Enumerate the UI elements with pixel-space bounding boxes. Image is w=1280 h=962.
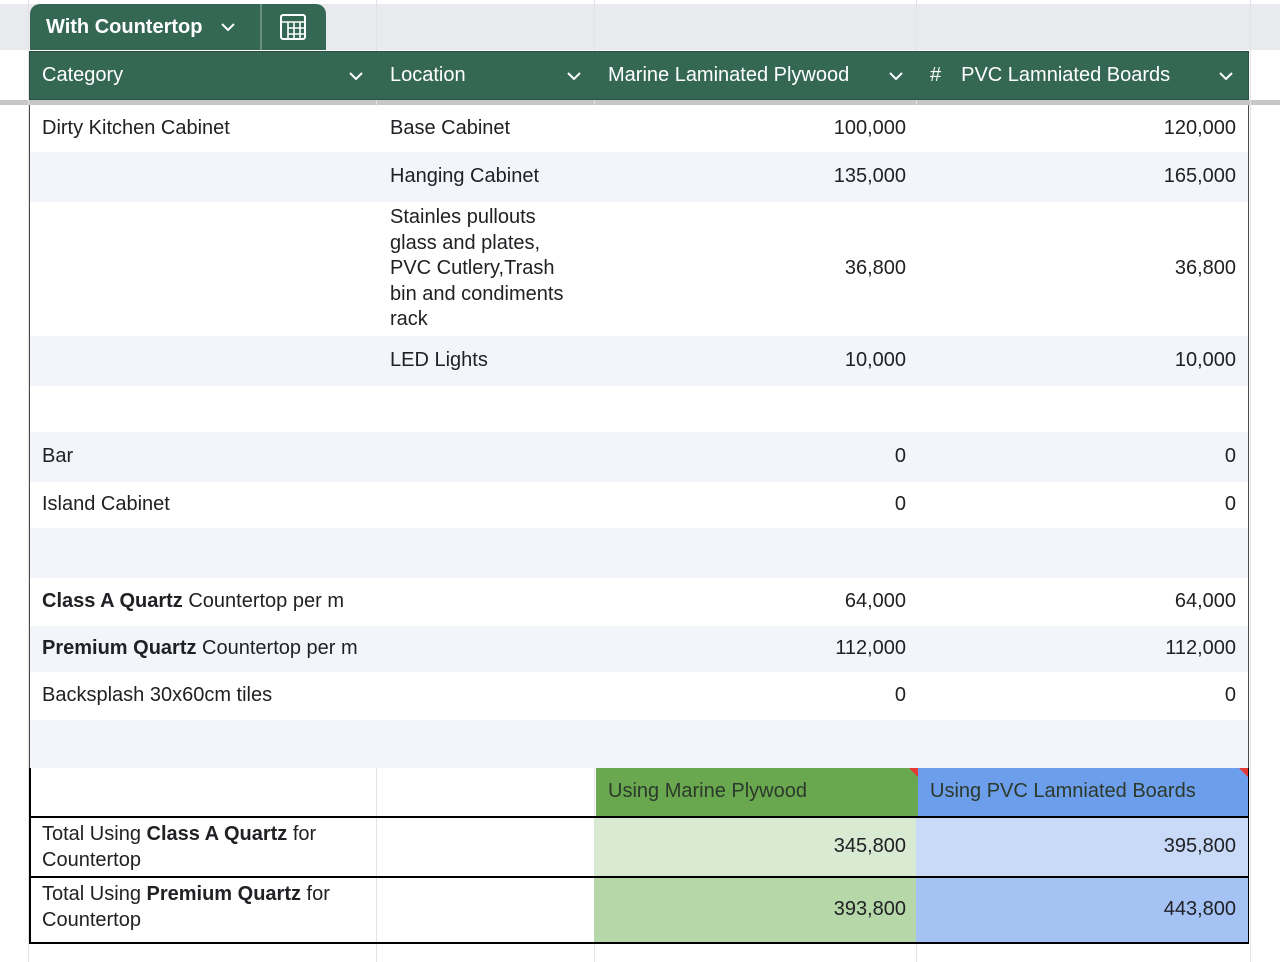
column-header: # PVC Lamniated Boards — [918, 52, 1248, 99]
row — [30, 152, 1248, 202]
filter-chevron[interactable] — [886, 66, 906, 86]
category-cell: Backsplash 30x60cm tiles — [30, 672, 378, 720]
pvc-cell: 120,000 — [1163, 117, 1236, 140]
summary-box — [29, 768, 1249, 944]
row — [30, 106, 1248, 152]
pvc-cell: 0 — [1224, 684, 1236, 707]
filter-chevron[interactable] — [564, 66, 584, 86]
text: Island Cabinet — [42, 493, 170, 516]
type-icon: # — [930, 64, 942, 86]
row — [30, 432, 1248, 482]
filter-chevron[interactable] — [1216, 66, 1236, 86]
summary-header: Using Marine Plywood — [596, 768, 918, 816]
grid-line — [28, 0, 29, 962]
text: PVC Lamniated Boards — [961, 64, 1171, 86]
row — [30, 482, 1248, 528]
text: Total Using — [42, 823, 147, 845]
summary-value: 443,800 — [916, 878, 1248, 942]
row — [30, 672, 1248, 720]
category-cell — [30, 336, 378, 386]
category-cell: Dirty Kitchen Cabinet — [30, 106, 378, 152]
category-cell: Class A Quartz Countertop per m — [30, 578, 378, 626]
marine-cell: 10,000 — [844, 349, 906, 372]
text: Bar — [42, 445, 74, 468]
row — [30, 578, 1248, 626]
pvc-cell: 0 — [1224, 493, 1236, 516]
text: for Countertop — [42, 823, 322, 871]
marine-cell: 0 — [894, 684, 906, 707]
row — [30, 202, 1248, 336]
text: Category — [42, 64, 124, 86]
comment-marker — [909, 768, 918, 777]
row — [30, 336, 1248, 386]
category-cell: Island Cabinet — [30, 482, 378, 528]
location-cell: Hanging Cabinet — [390, 165, 539, 188]
tab-divider — [260, 4, 262, 50]
column-header: Category — [30, 52, 378, 99]
summary-value: 393,800 — [594, 878, 918, 942]
bold-text: Premium Quartz — [42, 637, 197, 660]
category-cell — [30, 528, 378, 578]
tab-name: With Countertop — [46, 15, 203, 38]
table-body — [29, 105, 1249, 768]
freeze-line — [0, 100, 1280, 105]
pvc-cell: 36,800 — [1174, 257, 1236, 280]
grid-line — [1250, 0, 1251, 962]
location-cell: Stainles pullouts glass and plates, PVC … — [390, 206, 570, 331]
text: Countertop per m — [196, 637, 358, 660]
text: Backsplash 30x60cm tiles — [42, 684, 273, 707]
bold-text: Class A Quartz — [42, 590, 183, 613]
text: for Countertop — [42, 883, 336, 931]
category-cell — [30, 720, 378, 768]
row — [30, 720, 1248, 768]
bold-text: Class A Quartz — [146, 823, 288, 845]
column-header: Location — [378, 52, 596, 99]
category-cell: Bar — [30, 432, 378, 482]
summary-label: Total Using Class A Quartz for Counterto… — [30, 818, 594, 876]
summary-value: 345,800 — [594, 818, 918, 876]
pvc-cell: 112,000 — [1165, 637, 1236, 660]
text: Marine Laminated Plywood — [608, 64, 850, 86]
category-cell — [30, 386, 378, 432]
summary-header: Using PVC Lamniated Boards — [918, 768, 1248, 816]
comment-marker — [1239, 768, 1248, 777]
category-cell — [30, 152, 378, 202]
row — [30, 528, 1248, 578]
marine-cell: 0 — [894, 493, 906, 516]
tab-chevron — [221, 23, 236, 32]
marine-cell: 64,000 — [844, 590, 906, 613]
category-cell: Premium Quartz Countertop per m — [30, 626, 378, 672]
row — [30, 626, 1248, 672]
marine-cell: 0 — [894, 445, 906, 468]
marine-cell: 36,800 — [844, 257, 906, 280]
header-row — [29, 51, 1249, 100]
filter-chevron[interactable] — [346, 66, 366, 86]
marine-cell: 100,000 — [833, 117, 906, 140]
table-tab[interactable]: With Countertop — [30, 4, 326, 50]
table-icon[interactable] — [279, 13, 307, 41]
row — [30, 386, 1248, 432]
pvc-cell: 10,000 — [1174, 349, 1236, 372]
pvc-cell: 165,000 — [1163, 165, 1236, 188]
pvc-cell: 64,000 — [1174, 590, 1236, 613]
row-border — [29, 816, 1249, 818]
bold-text: Premium Quartz — [146, 883, 301, 905]
text: Location — [390, 64, 466, 86]
summary-value: 395,800 — [916, 818, 1248, 876]
pvc-cell: 0 — [1224, 445, 1236, 468]
location-cell: Base Cabinet — [390, 117, 511, 140]
text: Countertop per m — [182, 590, 344, 613]
summary-label: Total Using Premium Quartz for Counterto… — [30, 878, 594, 942]
location-cell: LED Lights — [390, 349, 488, 372]
text: Total Using — [42, 883, 147, 905]
marine-cell: 135,000 — [833, 165, 906, 188]
marine-cell: 112,000 — [835, 637, 906, 660]
text: Dirty Kitchen Cabinet — [42, 117, 230, 140]
column-header: Marine Laminated Plywood — [596, 52, 918, 99]
row-border — [29, 876, 1249, 878]
category-cell — [30, 202, 378, 336]
